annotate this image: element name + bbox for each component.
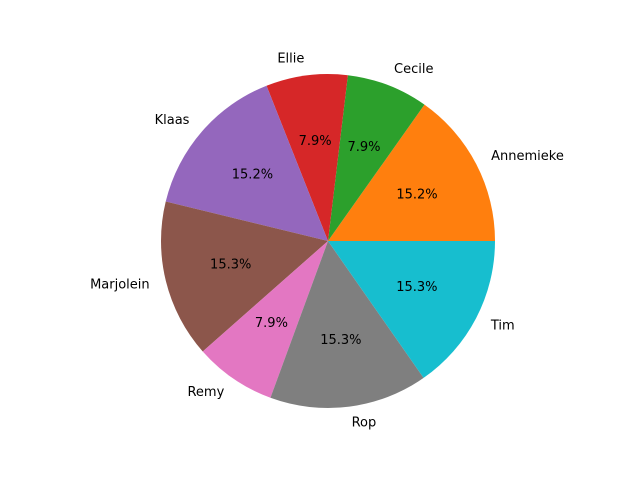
slice-label-remy: Remy bbox=[187, 385, 224, 400]
slice-label-rop: Rop bbox=[352, 416, 377, 431]
slice-label-klaas: Klaas bbox=[155, 113, 190, 128]
pie-slice-ellie bbox=[266, 74, 348, 242]
slice-percent-marjolein: 15.3% bbox=[210, 258, 251, 273]
slice-label-tim: Tim bbox=[490, 318, 515, 333]
slice-label-ellie: Ellie bbox=[277, 51, 304, 66]
slice-percent-annemieke: 15.2% bbox=[396, 187, 437, 202]
slice-percent-ellie: 7.9% bbox=[299, 134, 332, 149]
slice-percent-cecile: 7.9% bbox=[347, 140, 380, 155]
pie-slice-rop bbox=[270, 241, 424, 408]
pie-slice-remy bbox=[202, 241, 328, 398]
slice-percent-remy: 7.9% bbox=[255, 316, 288, 331]
pie-labels: Annemieke 15.2% Cecile 7.9% Ellie 7.9% Klaas 15… bbox=[90, 51, 564, 430]
pie-slice-marjolein bbox=[160, 201, 328, 352]
slice-label-marjolein: Marjolein bbox=[90, 278, 150, 293]
pie-slice-annemieke bbox=[328, 104, 495, 241]
pie-slice-tim bbox=[328, 241, 495, 378]
slice-percent-klaas: 15.2% bbox=[232, 168, 273, 183]
slice-percent-rop: 15.3% bbox=[320, 333, 361, 348]
slice-label-cecile: Cecile bbox=[394, 62, 433, 77]
slice-percent-tim: 15.3% bbox=[396, 280, 437, 295]
pie-wedges bbox=[160, 74, 495, 408]
pie-slice-klaas bbox=[165, 85, 328, 241]
slice-label-annemieke: Annemieke bbox=[491, 149, 564, 164]
pie-slice-cecile bbox=[328, 75, 425, 242]
